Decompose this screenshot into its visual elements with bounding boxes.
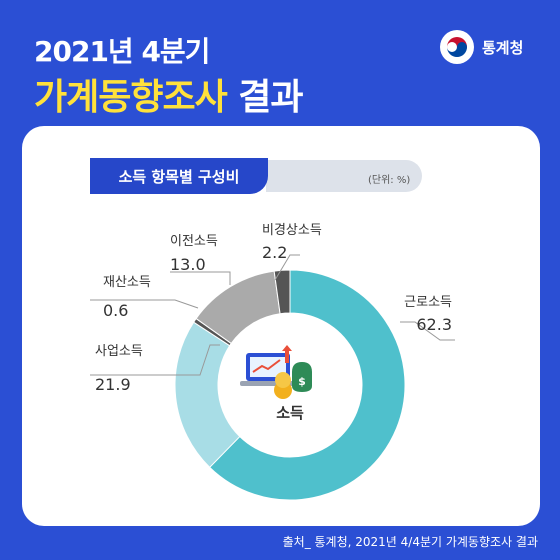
- income-illustration-icon: $: [240, 345, 312, 399]
- label-value-geunro: 62.3: [416, 315, 452, 334]
- leader-line-saeop: [90, 344, 220, 376]
- center-label: 소득: [276, 404, 304, 422]
- label-value-jaesan: 0.6: [103, 301, 128, 320]
- leader-line-jaesan: [90, 299, 199, 309]
- leader-line-geunro: [400, 321, 455, 341]
- label-value-bigyeong: 2.2: [262, 243, 287, 262]
- source-note: 출처_ 통계청, 2021년 4/4분기 가계동향조사 결과: [282, 535, 538, 549]
- label-name-jaesan: 재산소득: [103, 275, 151, 290]
- label-value-saeop: 21.9: [95, 375, 131, 394]
- agency-logo: 통계청: [440, 30, 523, 64]
- label-name-saeop: 사업소득: [95, 344, 143, 359]
- title-line-2: 가계동향조사 결과: [34, 68, 304, 120]
- chart-title: 소득 항목별 구성비: [90, 158, 268, 194]
- label-name-ijeon: 이전소득: [170, 234, 218, 249]
- label-name-geunro: 근로소득: [404, 295, 452, 310]
- subtitle-bar: [266, 160, 422, 192]
- agency-name: 통계청: [482, 38, 524, 57]
- title-line-1: 2021년 4분기: [34, 35, 210, 68]
- leader-line-ijeon: [170, 271, 231, 285]
- leader-line-bigyeong: [274, 254, 300, 281]
- taegeuk-icon: [440, 30, 474, 64]
- title-highlight: 가계동향조사: [34, 77, 228, 118]
- svg-text:$: $: [298, 375, 306, 388]
- title-rest: 결과: [238, 77, 303, 118]
- label-name-bigyeong: 비경상소득: [262, 223, 322, 238]
- label-value-ijeon: 13.0: [170, 255, 206, 274]
- unit-label: (단위: %): [368, 175, 411, 186]
